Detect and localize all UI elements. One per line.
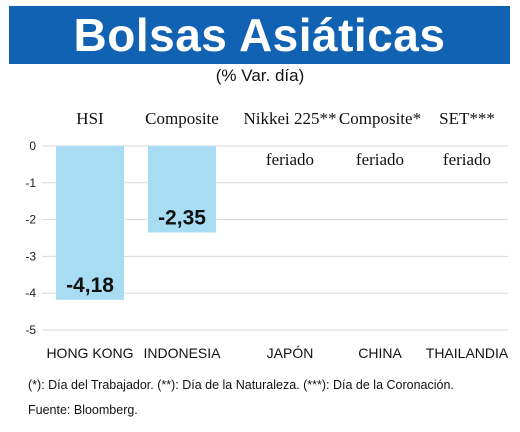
x-tick-label: CHINA — [358, 345, 402, 361]
chart-subtitle: (% Var. día) — [215, 66, 305, 85]
index-name-label: Composite* — [339, 109, 421, 128]
y-tick-label: -3 — [25, 249, 36, 263]
footnote: (*): Día del Trabajador. (**): Día de la… — [28, 378, 454, 392]
index-name-label: Composite — [145, 109, 219, 128]
chart-title: Bolsas Asiáticas — [9, 6, 510, 64]
source-note: Fuente: Bloomberg. — [28, 403, 138, 417]
holiday-label: feriado — [266, 150, 314, 169]
bar — [56, 146, 124, 300]
holiday-label: feriado — [356, 150, 404, 169]
x-tick-label: HONG KONG — [46, 345, 133, 361]
data-label: -2,35 — [158, 206, 206, 229]
index-name-label: SET*** — [439, 109, 495, 128]
x-tick-label: JAPÓN — [267, 345, 314, 361]
y-tick-label: -4 — [25, 286, 36, 300]
y-tick-label: -1 — [25, 176, 36, 190]
x-tick-label: INDONESIA — [143, 345, 221, 361]
index-name-label: HSI — [76, 109, 104, 128]
bar — [148, 146, 216, 233]
index-name-label: Nikkei 225** — [243, 109, 336, 128]
y-tick-label: -2 — [25, 213, 36, 227]
x-tick-label: THAILANDIA — [426, 345, 509, 361]
data-label: -4,18 — [66, 274, 114, 297]
y-tick-label: 0 — [29, 139, 36, 153]
holiday-label: feriado — [443, 150, 491, 169]
y-tick-label: -5 — [25, 323, 36, 337]
